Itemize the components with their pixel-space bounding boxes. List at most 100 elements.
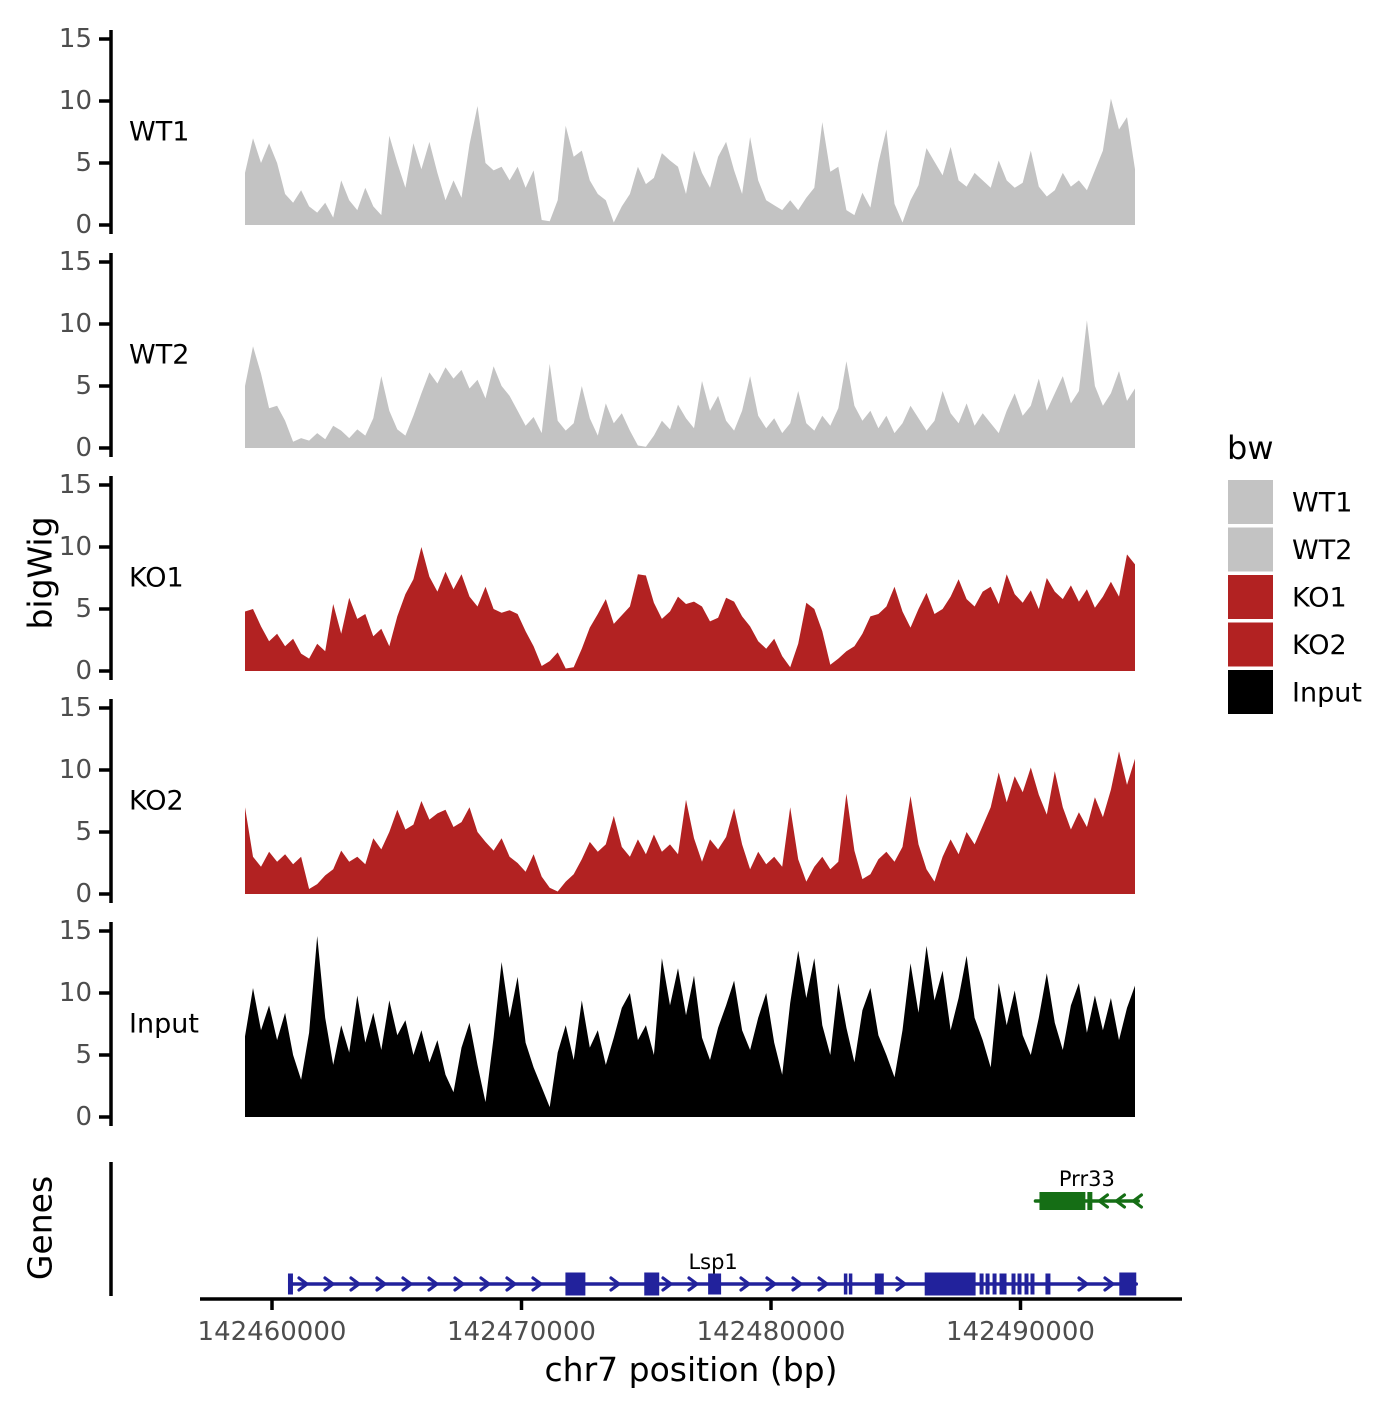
strand-arrow-icon: [531, 1276, 543, 1292]
legend-label-Input: Input: [1292, 678, 1362, 709]
track-KO2: 0 5 10 15 KO2: [59, 693, 1135, 909]
strand-arrow-icon: [661, 1276, 673, 1292]
gene-Prr33: Prr33: [1033, 1167, 1143, 1210]
track-label-KO1: KO1: [129, 563, 184, 594]
genes-axis-title: Genes: [21, 1176, 60, 1280]
signal-area-KO1: [245, 547, 1135, 671]
legend-label-WT1: WT1: [1292, 488, 1352, 519]
y-tick-label: 0: [75, 210, 92, 240]
strand-arrow-icon: [1131, 1193, 1143, 1209]
track-label-WT1: WT1: [129, 117, 189, 148]
exon-block: [843, 1273, 848, 1295]
gene-label-Prr33: Prr33: [1059, 1167, 1115, 1191]
strand-arrow-icon: [687, 1276, 699, 1292]
x-tick-label: 142470000: [447, 1317, 596, 1347]
exon-block: [979, 1273, 984, 1295]
exon-block: [1039, 1192, 1086, 1210]
exon-block: [848, 1273, 853, 1295]
strand-arrow-icon: [739, 1276, 751, 1292]
strand-arrow-icon: [505, 1276, 517, 1292]
legend-swatch-KO1: [1228, 575, 1273, 619]
y-tick-label: 0: [75, 879, 92, 909]
track-label-WT2: WT2: [129, 340, 189, 371]
y-tick-label: 5: [75, 817, 92, 847]
exon-block: [1087, 1192, 1093, 1210]
legend-swatch-Input: [1228, 670, 1273, 714]
legend: WT1 WT2 KO1 KO2 Input: [1228, 480, 1362, 714]
y-tick-label: 0: [75, 656, 92, 686]
x-tick-label: 142490000: [946, 1317, 1095, 1347]
legend-swatch-KO2: [1228, 622, 1273, 667]
legend-label-KO1: KO1: [1292, 583, 1347, 614]
signal-area-Input: [245, 936, 1135, 1117]
exon-block: [644, 1272, 660, 1296]
y-tick-label: 15: [59, 693, 92, 723]
dynamic-layer: 0 5 10 15 WT1 0 5 10 15 WT2 0 5 10 15 KO1 0 5 10 15 KO2 0 5 10…: [59, 24, 1362, 1347]
strand-arrow-icon: [427, 1276, 439, 1292]
y-tick-label: 15: [59, 247, 92, 277]
y-tick-label: 15: [59, 24, 92, 54]
exon-block: [1045, 1273, 1051, 1295]
exon-block: [1024, 1273, 1029, 1295]
y-axis-title: bigWig: [21, 516, 60, 629]
strand-arrow-icon: [817, 1276, 829, 1292]
track-WT2: 0 5 10 15 WT2: [59, 247, 1135, 463]
track-label-KO2: KO2: [129, 786, 184, 817]
gene-label-Lsp1: Lsp1: [688, 1250, 737, 1274]
strand-arrow-icon: [297, 1276, 309, 1292]
legend-label-WT2: WT2: [1292, 535, 1352, 566]
gene-Lsp1: Lsp1: [287, 1250, 1139, 1296]
legend-swatch-WT1: [1228, 480, 1273, 524]
exon-block: [1030, 1273, 1035, 1295]
strand-arrow-icon: [401, 1276, 413, 1292]
strand-arrow-icon: [375, 1276, 387, 1292]
y-tick-label: 0: [75, 433, 92, 463]
y-tick-label: 15: [59, 470, 92, 500]
y-tick-label: 10: [59, 755, 92, 785]
y-tick-label: 15: [59, 916, 92, 946]
y-tick-label: 5: [75, 1040, 92, 1070]
signal-area-KO2: [245, 751, 1135, 894]
exon-block: [1011, 1273, 1016, 1295]
strand-arrow-icon: [479, 1276, 491, 1292]
exon-block: [992, 1273, 997, 1295]
exon-block: [999, 1273, 1007, 1295]
track-WT1: 0 5 10 15 WT1: [59, 24, 1135, 240]
y-tick-label: 10: [59, 309, 92, 339]
legend-swatch-WT2: [1228, 527, 1273, 572]
exon-block: [1119, 1272, 1137, 1296]
exon-block: [287, 1273, 293, 1295]
legend-label-KO2: KO2: [1292, 630, 1347, 661]
exon-block: [565, 1272, 586, 1296]
y-tick-label: 5: [75, 594, 92, 624]
signal-area-WT1: [245, 98, 1135, 225]
strand-arrow-icon: [1114, 1193, 1126, 1209]
track-Input: 0 5 10 15 Input: [59, 916, 1135, 1132]
strand-arrow-icon: [323, 1276, 335, 1292]
strand-arrow-icon: [791, 1276, 803, 1292]
x-axis: 142460000 142470000 142480000 142490000: [198, 1297, 1182, 1347]
y-tick-label: 10: [59, 978, 92, 1008]
x-axis-title: chr7 position (bp): [545, 1350, 838, 1389]
strand-arrow-icon: [1103, 1276, 1115, 1292]
x-tick-label: 142460000: [198, 1317, 347, 1347]
y-tick-label: 10: [59, 532, 92, 562]
exon-block: [874, 1273, 884, 1295]
exon-block: [924, 1272, 976, 1296]
strand-arrow-icon: [453, 1276, 465, 1292]
y-tick-label: 5: [75, 148, 92, 178]
strand-arrow-icon: [765, 1276, 777, 1292]
strand-arrow-icon: [349, 1276, 361, 1292]
track-KO1: 0 5 10 15 KO1: [59, 470, 1135, 686]
exon-block: [1017, 1273, 1022, 1295]
signal-area-WT2: [245, 320, 1135, 448]
exon-block: [708, 1273, 722, 1295]
strand-arrow-icon: [895, 1276, 907, 1292]
track-label-Input: Input: [129, 1009, 199, 1040]
y-tick-label: 5: [75, 371, 92, 401]
strand-arrow-icon: [1077, 1276, 1089, 1292]
legend-title: bw: [1227, 429, 1273, 467]
strand-arrow-icon: [1097, 1193, 1109, 1209]
x-tick-label: 142480000: [697, 1317, 846, 1347]
